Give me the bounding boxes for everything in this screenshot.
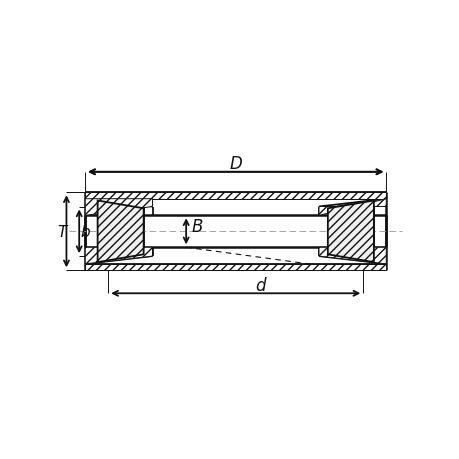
Polygon shape bbox=[327, 201, 373, 263]
Text: b: b bbox=[81, 224, 90, 239]
Polygon shape bbox=[318, 199, 386, 216]
Text: d: d bbox=[255, 277, 265, 295]
Polygon shape bbox=[85, 193, 386, 199]
Polygon shape bbox=[85, 264, 386, 271]
Text: T: T bbox=[57, 224, 67, 239]
Polygon shape bbox=[85, 248, 152, 264]
Polygon shape bbox=[85, 199, 152, 216]
Text: B: B bbox=[190, 218, 202, 235]
Polygon shape bbox=[318, 248, 386, 264]
Polygon shape bbox=[97, 201, 143, 263]
Text: D: D bbox=[229, 155, 241, 173]
